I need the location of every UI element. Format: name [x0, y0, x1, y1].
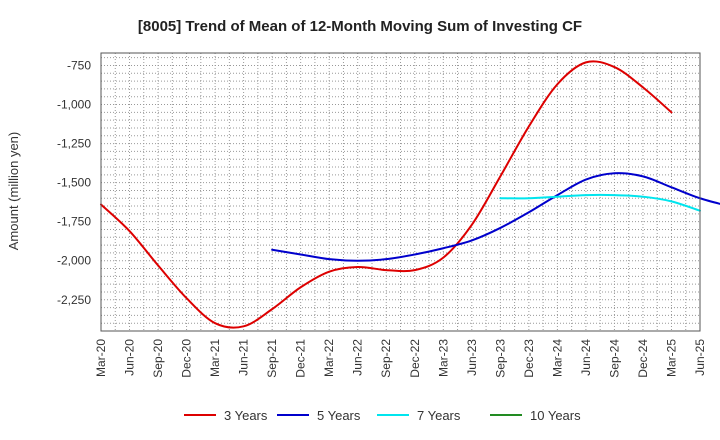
x-axis-ticks: Mar-20 Jun-20 Sep-20 Dec-20 Mar-21 Jun-21 Sep-… — [94, 339, 707, 378]
y-tick-label: -1,250 — [57, 137, 91, 151]
x-tick-label: Sep-24 — [607, 339, 621, 378]
legend-label: 5 Years — [317, 408, 361, 423]
y-tick-label: -1,000 — [57, 98, 91, 112]
x-tick-label: Jun-21 — [237, 339, 251, 376]
chart-title: [8005] Trend of Mean of 12-Month Moving … — [138, 18, 582, 35]
x-tick-label: Mar-22 — [322, 339, 336, 377]
plot-area — [100, 52, 701, 332]
y-axis-ticks: -750 -1,000 -1,250 -1,500 -1,750 -2,000 -2,250 — [57, 58, 91, 306]
legend-label: 7 Years — [417, 408, 461, 423]
series-layer — [100, 60, 720, 329]
x-tick-label: Jun-24 — [579, 339, 593, 376]
x-tick-label: Jun-20 — [123, 339, 137, 376]
x-tick-label: Sep-22 — [379, 339, 393, 378]
legend-item-3-years: 3 Years — [184, 408, 268, 423]
legend-item-7-years: 7 Years — [377, 408, 461, 423]
legend-label: 10 Years — [530, 408, 581, 423]
y-axis-label: Amount (million yen) — [6, 132, 21, 251]
series-line-7-years — [499, 193, 701, 212]
x-tick-label: Dec-24 — [636, 339, 650, 378]
x-tick-label: Mar-23 — [436, 339, 450, 377]
series-line-3-years — [100, 60, 673, 329]
x-tick-label: Dec-22 — [408, 339, 422, 378]
x-tick-label: Dec-21 — [294, 339, 308, 378]
x-tick-label: Jun-25 — [693, 339, 707, 376]
legend-item-10-years: 10 Years — [490, 408, 581, 423]
y-tick-label: -2,250 — [57, 293, 91, 307]
legend-label: 3 Years — [224, 408, 268, 423]
legend: 3 Years 5 Years 7 Years 10 Years — [184, 408, 581, 423]
x-tick-label: Jun-23 — [465, 339, 479, 376]
x-tick-label: Mar-21 — [208, 339, 222, 377]
x-tick-label: Dec-23 — [522, 339, 536, 378]
y-tick-label: -1,500 — [57, 176, 91, 190]
x-tick-label: Mar-25 — [664, 339, 678, 377]
series-line-5-years — [271, 172, 720, 262]
x-tick-label: Jun-22 — [351, 339, 365, 376]
x-tick-label: Sep-23 — [493, 339, 507, 378]
legend-item-5-years: 5 Years — [277, 408, 361, 423]
x-tick-label: Dec-20 — [180, 339, 194, 378]
x-tick-label: Sep-20 — [151, 339, 165, 378]
y-tick-label: -1,750 — [57, 215, 91, 229]
x-tick-label: Mar-20 — [94, 339, 108, 377]
y-tick-label: -2,000 — [57, 254, 91, 268]
x-tick-label: Sep-21 — [265, 339, 279, 378]
y-tick-label: -750 — [67, 58, 91, 72]
plot-grid — [101, 53, 700, 331]
x-tick-label: Mar-24 — [550, 339, 564, 377]
